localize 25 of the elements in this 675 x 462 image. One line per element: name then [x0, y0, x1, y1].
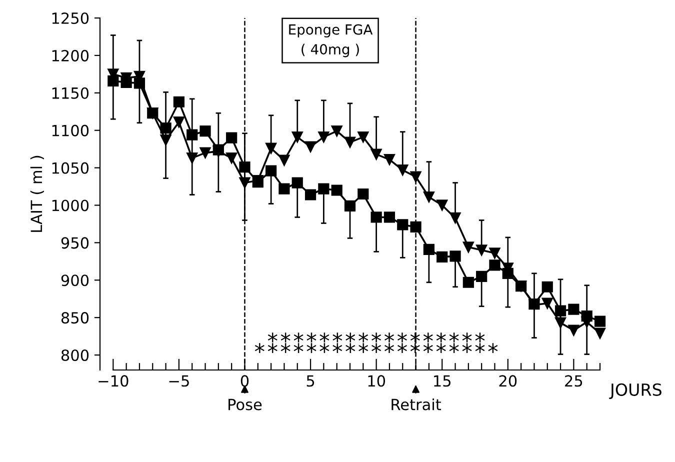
ref-line-label: Retrait: [392, 398, 442, 410]
y-tick-label: 1050: [52, 162, 89, 174]
y-tick-label: 1000: [52, 200, 89, 212]
annotation: *******************: [254, 343, 498, 353]
y-tick-label: 1150: [52, 87, 89, 99]
y-tick-label: 800: [61, 349, 89, 362]
annotation: *****************: [268, 332, 485, 342]
x-tick-label: 25: [565, 375, 582, 387]
y-tick-label: 900: [61, 274, 89, 286]
x-tick-label: 0: [240, 375, 249, 387]
x-tick-label: 20: [499, 375, 517, 387]
y-axis-title: LAIT ( ml ): [30, 156, 44, 232]
x-tick-label: 10: [368, 375, 386, 387]
x-tick-label: −5: [169, 375, 189, 387]
y-tick-label: 1200: [52, 50, 89, 62]
x-tick-label: 15: [434, 375, 450, 387]
y-tick-label: 1100: [52, 124, 89, 136]
annotation: Eponge FGA ( 40mg ): [289, 24, 373, 58]
x-tick-label: 5: [306, 375, 314, 387]
x-axis-title: JOURS: [609, 383, 662, 400]
y-tick-label: 850: [61, 312, 89, 324]
y-tick-label: 950: [61, 237, 89, 249]
ref-line-label: Pose: [228, 398, 262, 410]
y-tick-label: 1250: [52, 12, 89, 24]
x-tick-label: −10: [98, 375, 128, 387]
